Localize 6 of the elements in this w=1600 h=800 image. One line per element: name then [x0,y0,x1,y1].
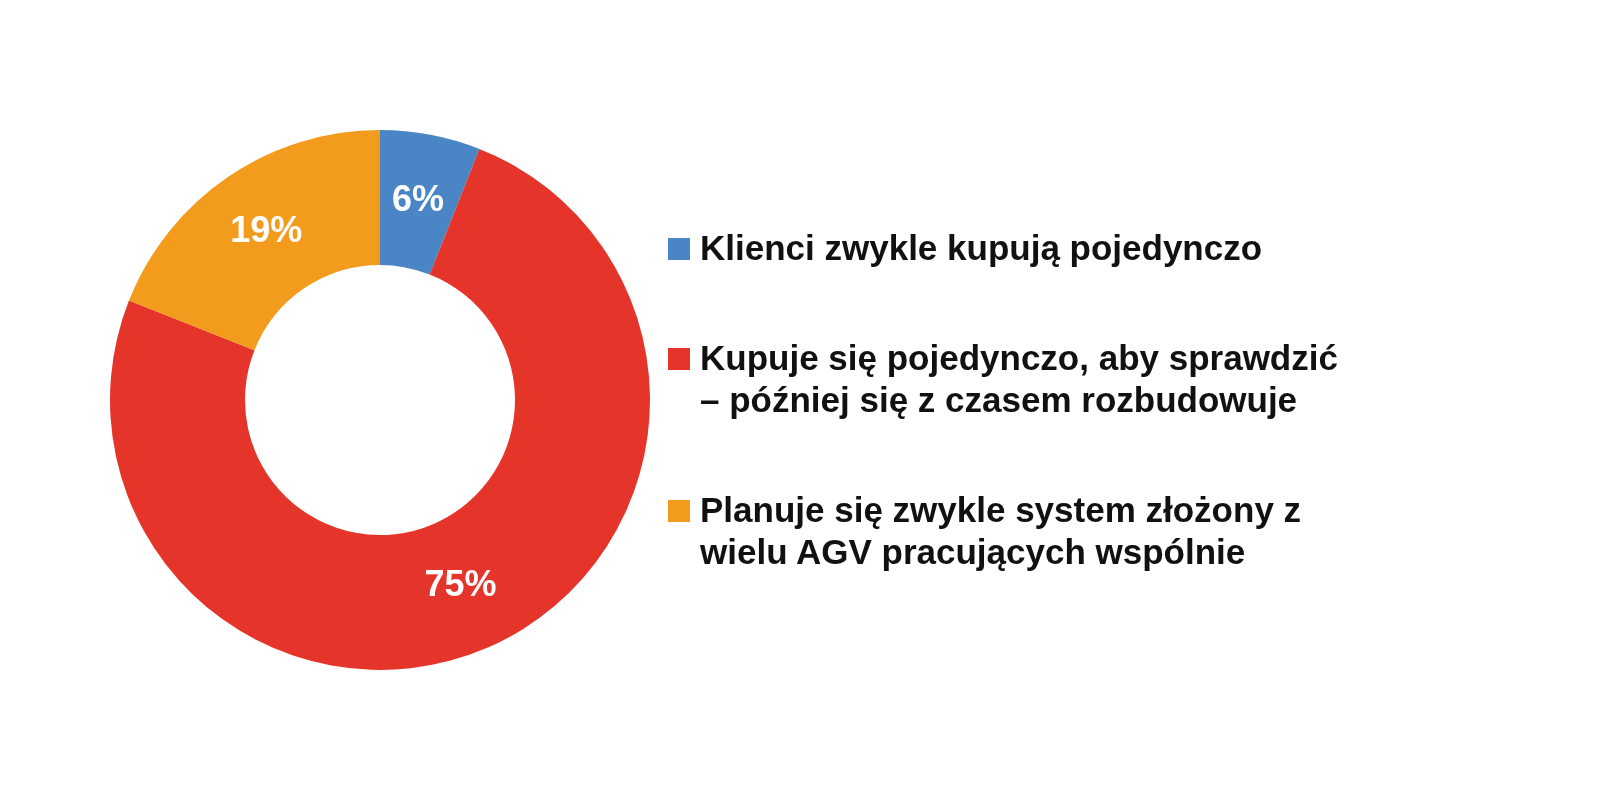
legend-label: Klienci zwykle kupują pojedynczo [700,227,1264,269]
legend-label: Planuje się zwykle system złożony z wielu AGV pracujących wspólnie [700,489,1303,573]
data-label: 6% [391,178,444,220]
legend-label: Kupuje się pojedynczo, aby sprawdzić – później się z czasem rozbudowuje [700,337,1339,421]
data-label: 75% [424,562,497,604]
data-label: 19% [230,209,303,251]
